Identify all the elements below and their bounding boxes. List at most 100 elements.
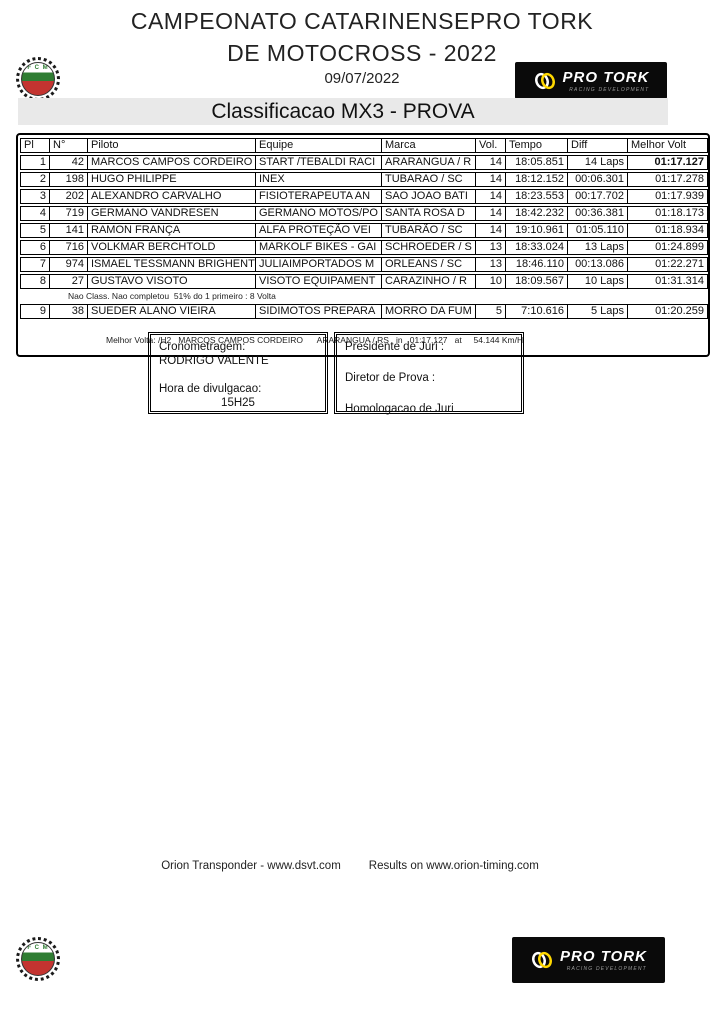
page-title-line2: DE MOTOCROSS - 2022 — [227, 40, 497, 66]
protork-logo: PRO TORK RACING DEVELOPMENT — [515, 62, 667, 99]
cell-team: MARKOLF BIKES - GAI — [256, 240, 382, 255]
cell-pilot: ISMAEL TESSMANN BRIGHENT — [88, 257, 256, 272]
cell-time: 18:33.024 — [506, 240, 568, 255]
cell-num: 42 — [50, 155, 88, 170]
cell-time: 7:10.616 — [506, 304, 568, 319]
cell-brand: TUBARÃO / SC — [382, 223, 476, 238]
fcm-logo-label: F C M — [27, 945, 49, 951]
cell-laps: 10 — [476, 274, 506, 289]
cell-diff: 5 Laps — [568, 304, 628, 319]
cell-time: 18:23.553 — [506, 189, 568, 204]
protork-logo-name: PRO TORK — [560, 948, 647, 965]
cell-diff: 01:05.110 — [568, 223, 628, 238]
cell-brand: ORLEANS / SC — [382, 257, 476, 272]
footer-results-text: Results on www.orion-timing.com — [368, 860, 539, 872]
cell-brand: ARARANGUA / R — [382, 155, 476, 170]
jury-box: Presidente de Juri : Diretor de Prova : … — [334, 332, 524, 415]
cell-brand: MORRO DA FUM — [382, 304, 476, 319]
cell-pilot: HUGO PHILIPPE — [88, 172, 256, 187]
table-row: 7 974 ISMAEL TESSMANN BRIGHENT JULIAIMPORTA… — [20, 257, 708, 272]
col-header-laps: Vol. — [476, 138, 506, 153]
cell-num: 202 — [50, 189, 88, 204]
cell-pl: 6 — [20, 240, 50, 255]
cell-team: VISOTO EQUIPAMENT — [256, 274, 382, 289]
cell-best: 01:31.314 — [628, 274, 708, 289]
cell-pilot: SUEDER ALANO VIEIRA — [88, 304, 256, 319]
cell-team: START /TEBALDI RACI — [256, 155, 382, 170]
cell-pilot: RAMON FRANÇA — [88, 223, 256, 238]
col-header-pl: Pl — [20, 138, 50, 153]
protork-logo-subtitle: RACING DEVELOPMENT — [566, 966, 647, 972]
cell-pilot: GUSTAVO VISOTO — [88, 274, 256, 289]
cell-time: 18:42.232 — [506, 206, 568, 221]
cell-laps: 14 — [476, 189, 506, 204]
cell-num: 198 — [50, 172, 88, 187]
publish-time-value: 15H25 — [221, 397, 255, 409]
event-date: 09/07/2022 — [324, 70, 400, 87]
cell-pl: 2 — [20, 172, 50, 187]
cell-brand: SCHROEDER / S — [382, 240, 476, 255]
protork-emblem-icon — [532, 951, 553, 969]
protork-emblem-icon — [534, 72, 555, 89]
cell-diff: 00:36.381 — [568, 206, 628, 221]
cell-best: 01:17.939 — [628, 189, 708, 204]
cell-diff: 14 Laps — [568, 155, 628, 170]
cell-team: INEX — [256, 172, 382, 187]
not-classified-note: Nao Class. Nao completou 51% do 1 primei… — [68, 291, 276, 301]
page-title-line1: CAMPEONATO CATARINENSEPRO TORK — [130, 8, 594, 34]
cell-pl: 4 — [20, 206, 50, 221]
cell-brand: SAO JOAO BATI — [382, 189, 476, 204]
timekeeper-name: RODRIGO VALENTE — [159, 355, 269, 367]
jury-homologation-label: Homologacao de Juri — [345, 403, 454, 415]
cell-num: 974 — [50, 257, 88, 272]
cell-time: 18:09.567 — [506, 274, 568, 289]
results-tbody: 1 4 2 MARCOS CAMPOS CORDEIRO START /TEBALDI … — [20, 155, 708, 319]
col-header-time: Tempo — [506, 138, 568, 153]
cell-pl: 5 — [20, 223, 50, 238]
col-header-team: Equipe — [256, 138, 382, 153]
cell-laps: 13 — [476, 240, 506, 255]
publish-time-label: Hora de divulgacao: — [159, 383, 262, 395]
fcm-federation-logo-bottom: F C M — [16, 937, 60, 981]
cell-laps: 5 — [476, 304, 506, 319]
col-header-best: Melhor Volt — [628, 138, 708, 153]
protork-logo-name: PRO TORK — [562, 68, 650, 86]
cell-laps: 14 — [476, 223, 506, 238]
table-row: 6 716 VOLKMAR BERCHTOLD MARKOLF BIKES - GAI… — [20, 240, 708, 255]
cell-pilot: GERMANO VANDRESEN — [88, 206, 256, 221]
cell-team: SIDIMOTOS PREPARA — [256, 304, 382, 319]
cell-diff: 00:17.702 — [568, 189, 628, 204]
protork-logo-bottom: PRO TORK RACING DEVELOPMENT — [512, 937, 665, 983]
results-table: Pl N° Piloto Equipe Marca Vol. Tempo Dif… — [20, 136, 708, 321]
cell-pilot: ALEXANDRO CARVALHO — [88, 189, 256, 204]
cell-laps: 14 — [476, 155, 506, 170]
cell-pilot: MARCOS CAMPOS CORDEIRO — [88, 155, 256, 170]
cell-best: 01:20.259 — [628, 304, 708, 319]
table-row: 8 27 GUSTAVO VISOTO VISOTO EQUIPAMENT CARAZI… — [20, 274, 708, 289]
cell-num: 141 — [50, 223, 88, 238]
table-row: 3 202 ALEXANDRO CARVALHO FISIOTERAPEUTA AN S… — [20, 189, 708, 204]
cell-laps: 14 — [476, 172, 506, 187]
jury-president-label: Presidente de Juri : — [345, 341, 445, 353]
classification-banner: Classificacao MX3 - PROVA — [18, 98, 668, 125]
fcm-logo-label: F C M — [27, 65, 49, 71]
cell-time: 19:10.961 — [506, 223, 568, 238]
table-row: 4 719 GERMANO VANDRESEN GERMANO MOTOS/PO SAN… — [20, 206, 708, 221]
footer: Orion Transponder - www.dsvt.com Results… — [0, 860, 700, 872]
cell-pilot: VOLKMAR BERCHTOLD — [88, 240, 256, 255]
cell-num: 716 — [50, 240, 88, 255]
cell-team: FISIOTERAPEUTA AN — [256, 189, 382, 204]
protork-logo-subtitle: RACING DEVELOPMENT — [569, 86, 650, 93]
cell-best: 01:18.173 — [628, 206, 708, 221]
results-table-frame: Pl N° Piloto Equipe Marca Vol. Tempo Dif… — [16, 133, 710, 357]
cell-diff: 00:06.301 — [568, 172, 628, 187]
timekeeping-label: Cronometragem: — [159, 341, 246, 353]
cell-diff: 13 Laps — [568, 240, 628, 255]
cell-pl: 7 — [20, 257, 50, 272]
footer-transponder-text: Orion Transponder - www.dsvt.com — [161, 860, 341, 872]
cell-pl: 8 — [20, 274, 50, 289]
table-row: 2 198 HUGO PHILIPPE INEX TUBARAO / SC 14 18:12… — [20, 172, 708, 187]
cell-best: 01:24.899 — [628, 240, 708, 255]
cell-best: 01:17.278 — [628, 172, 708, 187]
fcm-federation-logo: F C M — [16, 57, 60, 101]
